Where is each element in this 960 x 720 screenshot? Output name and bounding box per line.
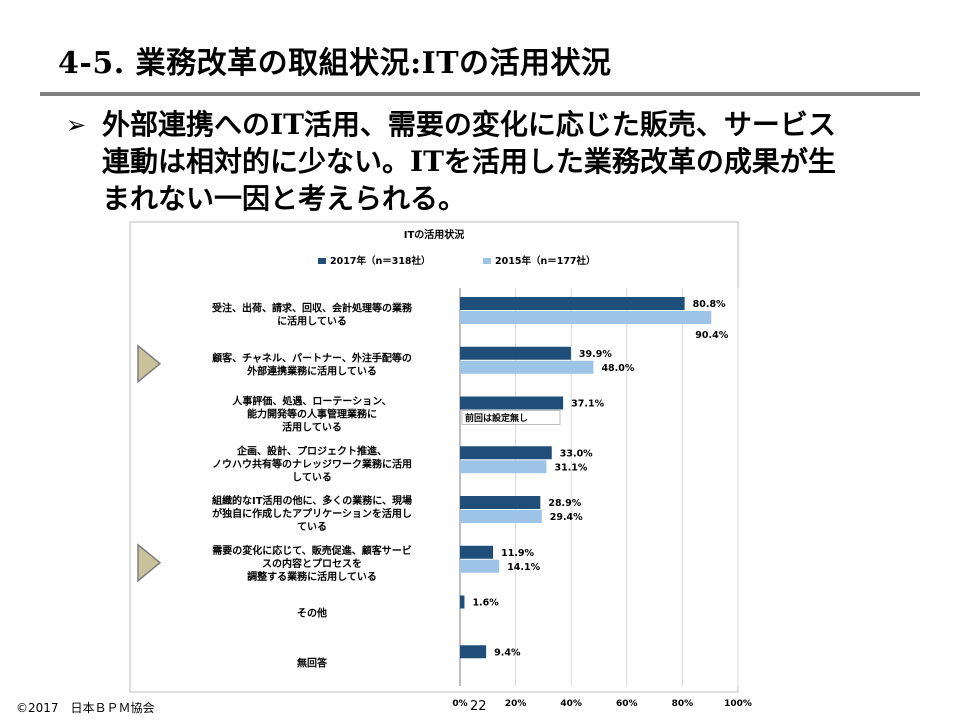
highlight-arrow-icon (137, 344, 162, 384)
data-label: 39.9% (579, 349, 612, 360)
bullet-text: 外部連携へのIT活用、需要の変化に応じた販売、サービス 連動は相対的に少ない。I… (102, 106, 892, 217)
category-label: に活用している (277, 315, 347, 328)
copyright: ©2017 日本ＢＰＭ協会 (16, 701, 155, 715)
bar-2015 (460, 559, 500, 573)
category-label: 企画、設計、プロジェクト推進、 (236, 444, 387, 457)
x-tick-label: 20% (505, 699, 527, 709)
bullet-line: 外部連携へのIT活用、需要の変化に応じた販売、サービス (102, 108, 836, 141)
data-label: 37.1% (571, 399, 604, 410)
category-label: 調整する業務に活用している (247, 570, 377, 583)
data-label: 9.4% (494, 647, 521, 658)
category-label: 需要の変化に応じて、販売促進、顧客サービ (212, 544, 412, 557)
bar-2017 (460, 446, 552, 460)
category-label: 受注、出荷、請求、回収、会計処理等の業務 (212, 302, 413, 315)
data-label: 33.0% (560, 448, 593, 459)
x-tick-label: 60% (616, 699, 638, 709)
data-label: 28.9% (548, 498, 581, 509)
category-label: 無回答 (297, 656, 328, 669)
category-label: 顧客、チャネル、パートナー、外注手配等の (212, 351, 412, 364)
slide-title: 4-5. 業務改革の取組状況:ITの活用状況 (58, 46, 612, 81)
data-label: 29.4% (550, 512, 583, 523)
bar-2017 (460, 545, 494, 559)
data-label: 14.1% (507, 562, 540, 573)
data-label: 1.6% (472, 598, 499, 609)
bullet-line: まれない一因と考えられる。 (102, 182, 467, 215)
legend-swatch (318, 258, 326, 264)
bar-2015 (460, 311, 712, 324)
chart-frame (129, 221, 739, 693)
category-label: スの内容とプロセスを (262, 557, 362, 570)
title-divider (40, 92, 920, 96)
x-tick-label: 40% (560, 699, 582, 709)
category-label: している (292, 471, 332, 483)
category-label: ノウハウ共有等のナレッジワーク業務に活用 (212, 457, 412, 470)
data-label: 11.9% (501, 548, 534, 559)
category-label: その他 (297, 607, 327, 620)
annotation-text: 前回は設定無し (465, 412, 528, 424)
bar-2017 (460, 645, 487, 659)
category-label: 活用している (282, 421, 342, 434)
bar-2015 (460, 510, 542, 523)
bar-2017 (460, 496, 541, 509)
category-label: ている (297, 521, 327, 533)
highlight-arrow-icon (137, 543, 162, 583)
x-tick-label: 80% (672, 699, 694, 709)
bullet-line: 連動は相対的に少ない。ITを活用した業務改革の成果が生 (102, 145, 836, 178)
bar-2017 (460, 346, 571, 360)
annotation-box (461, 410, 561, 425)
chart-title: ITの活用状況 (404, 228, 465, 241)
category-label: 能力開発等の人事管理業務に (247, 408, 377, 421)
data-label: 80.8% (693, 299, 726, 310)
x-tick-label: 0% (452, 699, 467, 709)
legend-entry: 2017年（n＝318社） (330, 255, 431, 267)
bar-2015 (460, 360, 594, 374)
data-label: 31.1% (554, 462, 587, 473)
category-label: が独自に作成したアプリケーションを活用し (212, 507, 412, 520)
category-label: 人事評価、処遇、ローテーション、 (232, 395, 391, 408)
bar-2017 (460, 595, 465, 609)
bullet-arrow-icon: ➢ (66, 111, 87, 139)
category-label: 外部連携業務に活用している (246, 364, 377, 377)
data-label: 90.4% (695, 330, 728, 341)
category-label: 組織的なIT活用の他に、多くの業務に、現場 (212, 494, 412, 507)
bar-2017 (460, 297, 685, 310)
x-tick-label: 100% (724, 699, 752, 709)
page-number: 22 (470, 699, 487, 714)
legend-swatch (483, 258, 491, 264)
bar-2015 (460, 460, 547, 474)
bar-2017 (460, 396, 564, 410)
data-label: 48.0% (601, 363, 634, 374)
legend-entry: 2015年（n＝177社） (495, 255, 596, 267)
